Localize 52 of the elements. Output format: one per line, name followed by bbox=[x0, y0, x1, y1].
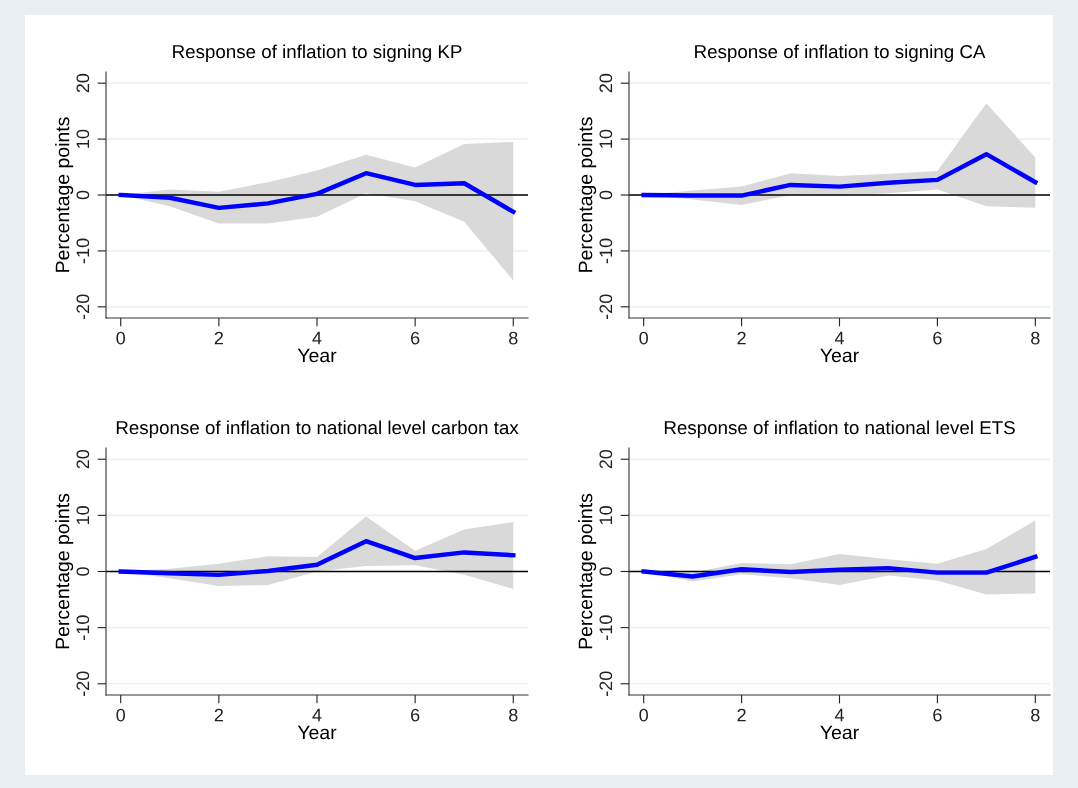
x-tick-label: 8 bbox=[1031, 708, 1040, 722]
y-tick-label: 10 bbox=[599, 506, 613, 525]
y-tick-label: -20 bbox=[76, 294, 90, 320]
chart-title: Response of inflation to national level ETS bbox=[664, 420, 1015, 438]
y-axis-title: Percentage points bbox=[55, 117, 74, 272]
chart-title: Response of inflation to signing CA bbox=[695, 44, 986, 62]
x-tick-label: 6 bbox=[411, 331, 420, 345]
y-tick-label: 0 bbox=[599, 567, 613, 576]
x-tick-label: 2 bbox=[737, 331, 746, 345]
x-tick-label: 2 bbox=[737, 708, 746, 722]
x-axis-title: Year bbox=[297, 725, 337, 740]
x-tick-label: 2 bbox=[214, 708, 223, 722]
y-tick-label: -10 bbox=[599, 615, 613, 640]
y-tick-label: 20 bbox=[599, 73, 613, 93]
x-tick-label: 8 bbox=[509, 331, 518, 345]
x-tick-label: 8 bbox=[1031, 331, 1040, 345]
y-tick-label: -20 bbox=[599, 294, 613, 320]
y-tick-label: 0 bbox=[76, 567, 90, 576]
x-tick-label: 4 bbox=[834, 331, 844, 345]
y-tick-label: -10 bbox=[76, 615, 90, 640]
x-axis-title: Year bbox=[820, 725, 859, 740]
x-axis-title: Year bbox=[820, 348, 859, 363]
x-tick-label: 6 bbox=[411, 708, 420, 722]
y-axis-title: Percentage points bbox=[578, 117, 597, 272]
x-tick-label: 2 bbox=[214, 331, 223, 345]
y-tick-label: 0 bbox=[76, 190, 90, 200]
y-tick-label: 20 bbox=[599, 449, 613, 469]
x-tick-label: 6 bbox=[933, 708, 942, 722]
y-axis-title: Percentage points bbox=[578, 493, 597, 649]
y-tick-label: -10 bbox=[76, 238, 90, 264]
x-axis-title: Year bbox=[297, 348, 337, 363]
y-tick-label: -20 bbox=[76, 671, 90, 697]
y-tick-label: 20 bbox=[76, 73, 90, 93]
y-tick-label: -20 bbox=[599, 671, 613, 697]
x-tick-label: 0 bbox=[639, 331, 648, 345]
y-tick-label: 10 bbox=[76, 506, 90, 525]
x-tick-label: 4 bbox=[834, 708, 844, 722]
y-tick-label: 0 bbox=[599, 190, 613, 200]
x-tick-label: 4 bbox=[312, 708, 322, 722]
x-tick-label: 0 bbox=[116, 331, 126, 345]
x-tick-label: 4 bbox=[312, 331, 322, 345]
x-tick-label: 0 bbox=[116, 708, 126, 722]
x-tick-label: 6 bbox=[933, 331, 942, 345]
y-tick-label: -10 bbox=[599, 238, 613, 264]
x-tick-label: 0 bbox=[639, 708, 648, 722]
chart-title: Response of inflation to signing KP bbox=[173, 44, 462, 62]
y-tick-label: 10 bbox=[599, 129, 613, 148]
chart-title: Response of inflation to national level carbon tax bbox=[116, 420, 519, 438]
y-tick-label: 10 bbox=[76, 129, 90, 148]
y-tick-label: 20 bbox=[76, 449, 90, 469]
y-axis-title: Percentage points bbox=[55, 493, 74, 649]
x-tick-label: 8 bbox=[509, 708, 518, 722]
